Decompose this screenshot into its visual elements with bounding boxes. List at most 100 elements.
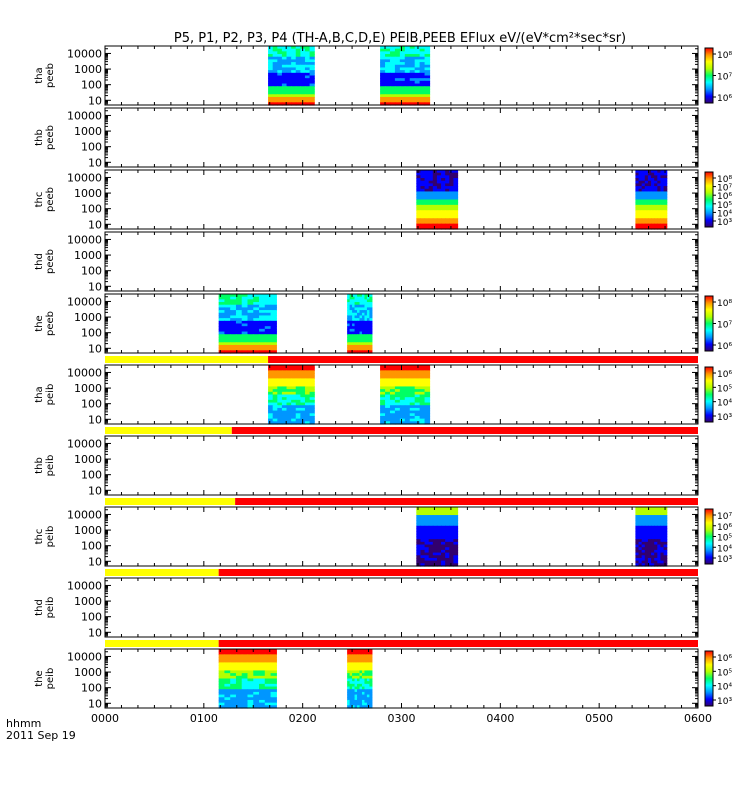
spectrogram-cell	[424, 560, 430, 564]
spectrogram-cell	[635, 204, 640, 209]
panel-probe-label: thb	[34, 129, 45, 146]
spectrogram-cell	[420, 207, 426, 211]
spectrogram-cell	[380, 389, 386, 393]
spectrogram-cell	[394, 391, 401, 396]
spectrogram-cell	[663, 536, 668, 540]
spectrogram-cell	[224, 299, 231, 303]
spectrogram-cell	[295, 373, 301, 377]
spectrogram-cell	[432, 555, 438, 559]
spectrogram-cell	[449, 557, 454, 562]
spectrogram-cell	[424, 196, 430, 201]
spectrogram-cell	[264, 673, 272, 677]
spectrogram-cell	[660, 515, 665, 519]
spectrogram-cell	[399, 381, 406, 385]
spectrogram-cell	[304, 78, 311, 82]
spectrogram-cell	[349, 318, 353, 322]
spectrogram-cell	[281, 88, 288, 93]
spectrogram-cell	[419, 418, 426, 422]
spectrogram-cell	[291, 367, 297, 371]
spectrogram-cell	[420, 180, 426, 185]
spectrogram-cell	[428, 557, 434, 562]
spectrogram-cell	[347, 697, 351, 701]
spectrogram-cell	[309, 88, 315, 93]
spectrogram-cell	[259, 673, 266, 677]
spectrogram-cell	[259, 694, 266, 698]
panel-probe-label: the	[34, 315, 45, 331]
spectrogram-cell	[364, 302, 368, 306]
spectrogram-cell	[286, 48, 292, 52]
spectrogram-cell	[241, 667, 249, 672]
colorbar-label: 10⁶	[717, 342, 732, 352]
spectrogram-cell	[361, 334, 366, 338]
spectrogram-cell	[453, 199, 459, 203]
spectrogram-cell	[416, 528, 422, 532]
spectrogram-cell	[651, 557, 655, 562]
spectrogram-cell	[420, 507, 426, 511]
spectrogram-cell	[264, 691, 272, 696]
spectrogram-cell	[419, 56, 426, 61]
spectrogram-cell	[286, 399, 292, 404]
spectrogram-cell	[235, 294, 243, 298]
spectrogram-cell	[389, 96, 396, 101]
spectrogram-cell	[235, 334, 243, 338]
spectrogram-cell	[394, 402, 401, 406]
spectrogram-cell	[644, 196, 649, 201]
spectrogram-cell	[380, 381, 386, 385]
spectrogram-cell	[359, 675, 363, 680]
spectrogram-cell	[259, 344, 266, 349]
spectrogram-cell	[657, 533, 662, 538]
spectrogram-cell	[361, 347, 366, 351]
spectrogram-cell	[369, 662, 373, 666]
spectrogram-cell	[270, 342, 277, 346]
spectrogram-cell	[453, 552, 459, 556]
spectrogram-cell	[369, 331, 373, 335]
spectrogram-cell	[436, 175, 442, 179]
spectrogram-cell	[259, 342, 266, 346]
y-tick-label: 10000	[67, 579, 102, 592]
spectrogram-cell	[286, 375, 292, 380]
spectrogram-cell	[453, 507, 459, 511]
spectrogram-cell	[359, 318, 363, 322]
spectrogram-cell	[404, 405, 411, 409]
spectrogram-cell	[647, 178, 652, 182]
spectrogram-block	[347, 649, 373, 709]
spectrogram-cell	[409, 94, 416, 98]
y-tick-label: 1000	[74, 524, 102, 537]
spectrogram-cell	[453, 547, 459, 551]
spectrogram-cell	[416, 536, 422, 540]
spectrogram-cell	[270, 304, 277, 309]
spectrogram-cell	[409, 64, 416, 69]
spectrogram-cell	[309, 67, 315, 71]
spectrogram-cell	[414, 51, 421, 55]
spectrogram-cell	[253, 326, 260, 330]
panel-frame	[104, 648, 699, 709]
spectrogram-cell	[347, 699, 351, 704]
spectrogram-cell	[291, 67, 297, 71]
spectrogram-cell	[281, 78, 288, 82]
spectrogram-cell	[291, 410, 297, 414]
spectrogram-cell	[361, 691, 366, 696]
panel-frame	[104, 169, 699, 230]
spectrogram-cell	[445, 199, 450, 203]
spectrogram-cell	[247, 310, 254, 314]
spectrogram-cell	[647, 525, 652, 530]
spectrogram-cell	[638, 226, 643, 230]
spectrogram-cell	[414, 62, 421, 66]
spectrogram-cell	[644, 555, 649, 559]
spectrogram-cell	[247, 662, 254, 666]
spectrogram-cell	[224, 302, 231, 306]
spectrogram-cell	[416, 509, 422, 513]
spectrogram-cell	[230, 347, 237, 351]
spectrogram-cell	[272, 46, 278, 50]
spectrogram-cell	[268, 91, 274, 95]
spectrogram-cell	[369, 670, 373, 674]
spectrogram-cell	[366, 697, 370, 701]
spectrogram-cell	[441, 539, 446, 543]
spectrogram-cell	[218, 667, 226, 672]
spectrogram-cell	[247, 675, 254, 680]
spectrogram-cell	[272, 407, 278, 412]
spectrogram-cell	[357, 315, 361, 319]
spectrogram-cell	[647, 557, 652, 562]
spectrogram-cell	[366, 657, 370, 661]
spectrogram-cell	[281, 389, 288, 393]
